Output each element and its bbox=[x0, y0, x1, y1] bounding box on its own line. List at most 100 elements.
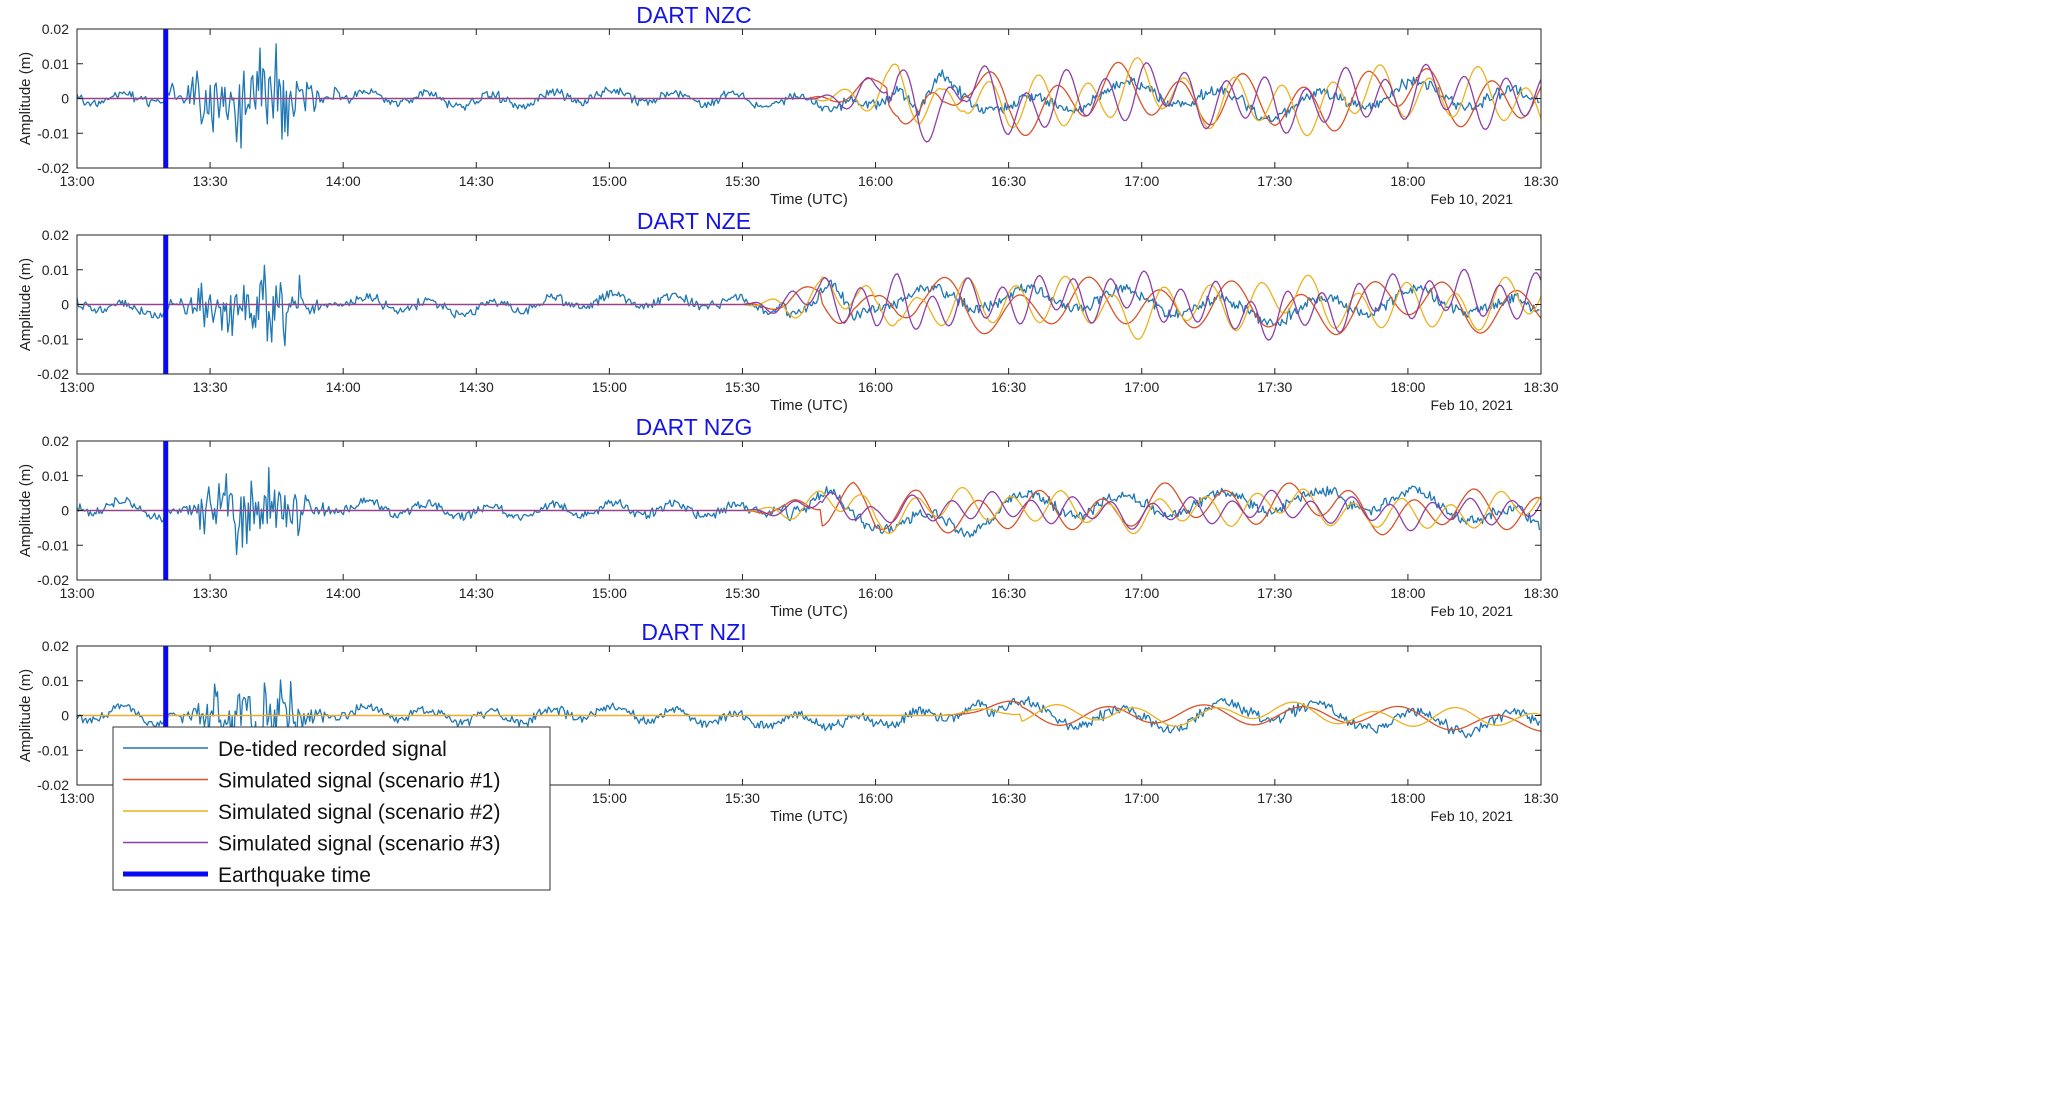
x-tick-label: 13:00 bbox=[59, 790, 94, 806]
y-tick-label: 0.02 bbox=[42, 433, 69, 449]
y-tick-label: 0.02 bbox=[42, 638, 69, 654]
y-tick-label: 0.02 bbox=[42, 21, 69, 37]
legend-label: Earthquake time bbox=[218, 864, 371, 887]
x-tick-label: 13:00 bbox=[59, 173, 94, 189]
chart-title: DART NZE bbox=[637, 208, 751, 234]
x-tick-label: 14:00 bbox=[326, 585, 361, 601]
chart-title: DART NZG bbox=[636, 414, 753, 440]
x-tick-label: 17:00 bbox=[1124, 790, 1159, 806]
legend-label: Simulated signal (scenario #1) bbox=[218, 770, 500, 793]
x-tick-label: 15:00 bbox=[592, 379, 627, 395]
series-line-1 bbox=[77, 43, 1540, 149]
x-tick-label: 18:00 bbox=[1390, 790, 1425, 806]
x-tick-label: 14:30 bbox=[459, 585, 494, 601]
x-tick-label: 18:00 bbox=[1390, 585, 1425, 601]
y-tick-label: -0.01 bbox=[37, 125, 69, 141]
x-tick-label: 14:30 bbox=[459, 173, 494, 189]
y-axis-label: Amplitude (m) bbox=[17, 464, 34, 557]
x-tick-label: 14:30 bbox=[459, 379, 494, 395]
date-label: Feb 10, 2021 bbox=[1430, 808, 1513, 824]
y-tick-label: -0.02 bbox=[37, 366, 69, 382]
x-tick-label: 13:00 bbox=[59, 585, 94, 601]
legend-box bbox=[112, 726, 551, 891]
x-axis-label: Time (UTC) bbox=[770, 397, 848, 414]
y-tick-label: 0 bbox=[61, 503, 69, 519]
x-tick-label: 15:00 bbox=[592, 173, 627, 189]
x-tick-label: 14:00 bbox=[326, 379, 361, 395]
date-label: Feb 10, 2021 bbox=[1430, 191, 1513, 207]
y-tick-label: 0 bbox=[61, 708, 69, 724]
y-tick-label: 0.01 bbox=[42, 56, 69, 72]
y-tick-label: -0.01 bbox=[37, 537, 69, 553]
x-tick-label: 18:00 bbox=[1390, 173, 1425, 189]
x-tick-label: 17:00 bbox=[1124, 585, 1159, 601]
y-tick-label: -0.01 bbox=[37, 742, 69, 758]
series-line-3 bbox=[77, 701, 1541, 727]
y-axis-label: Amplitude (m) bbox=[17, 258, 34, 351]
series-line-4 bbox=[77, 489, 1541, 532]
legend-label: De-tided recorded signal bbox=[218, 738, 447, 761]
plot-area bbox=[77, 264, 1541, 347]
y-tick-label: -0.01 bbox=[37, 331, 69, 347]
x-tick-label: 13:30 bbox=[193, 173, 228, 189]
plot-area bbox=[77, 679, 1541, 750]
chart-title: DART NZI bbox=[641, 619, 746, 645]
x-tick-label: 18:30 bbox=[1523, 585, 1558, 601]
chart-title: DART NZC bbox=[636, 2, 751, 28]
x-tick-label: 18:30 bbox=[1523, 379, 1558, 395]
plot-area bbox=[77, 467, 1541, 556]
x-tick-label: 17:30 bbox=[1257, 379, 1292, 395]
x-tick-label: 16:30 bbox=[991, 173, 1026, 189]
x-tick-label: 17:00 bbox=[1124, 379, 1159, 395]
x-tick-label: 15:30 bbox=[725, 173, 760, 189]
x-axis-label: Time (UTC) bbox=[770, 808, 848, 825]
legend-label: Simulated signal (scenario #3) bbox=[218, 833, 500, 856]
legend-label: Simulated signal (scenario #2) bbox=[218, 801, 500, 824]
chart-panel-dart-nzi: DART NZI0.020.010-0.01-0.0213:0013:3014:… bbox=[17, 619, 1559, 825]
x-tick-label: 15:30 bbox=[725, 379, 760, 395]
x-tick-label: 15:30 bbox=[725, 790, 760, 806]
x-axis-label: Time (UTC) bbox=[770, 191, 848, 208]
x-tick-label: 18:30 bbox=[1523, 790, 1558, 806]
x-tick-label: 16:30 bbox=[991, 790, 1026, 806]
x-tick-label: 13:30 bbox=[193, 585, 228, 601]
y-axis-label: Amplitude (m) bbox=[17, 52, 34, 145]
x-tick-label: 17:30 bbox=[1257, 790, 1292, 806]
x-tick-label: 17:30 bbox=[1257, 173, 1292, 189]
y-axis-label: Amplitude (m) bbox=[17, 669, 34, 762]
y-tick-label: 0 bbox=[61, 297, 69, 313]
y-tick-label: 0.02 bbox=[42, 227, 69, 243]
x-tick-label: 14:00 bbox=[326, 173, 361, 189]
plot-area bbox=[77, 43, 1541, 149]
x-tick-label: 18:30 bbox=[1523, 173, 1558, 189]
y-tick-label: -0.02 bbox=[37, 777, 69, 793]
y-tick-label: -0.02 bbox=[37, 572, 69, 588]
x-tick-label: 16:00 bbox=[858, 173, 893, 189]
x-tick-label: 17:00 bbox=[1124, 173, 1159, 189]
y-tick-label: 0 bbox=[61, 91, 69, 107]
series-line-3 bbox=[77, 57, 1541, 137]
x-tick-label: 15:00 bbox=[592, 790, 627, 806]
legend: De-tided recorded signal Simulated signal… bbox=[112, 726, 551, 891]
y-tick-label: 0.01 bbox=[42, 468, 69, 484]
series-line-1 bbox=[77, 264, 1540, 347]
series-line-1 bbox=[77, 679, 1541, 750]
x-axis-label: Time (UTC) bbox=[770, 603, 848, 620]
x-tick-label: 16:00 bbox=[858, 585, 893, 601]
date-label: Feb 10, 2021 bbox=[1430, 397, 1513, 413]
x-tick-label: 16:30 bbox=[991, 379, 1026, 395]
x-tick-label: 16:00 bbox=[858, 790, 893, 806]
series-line-4 bbox=[77, 268, 1541, 341]
x-tick-label: 15:00 bbox=[592, 585, 627, 601]
series-line-4 bbox=[77, 62, 1541, 143]
y-tick-label: 0.01 bbox=[42, 673, 69, 689]
x-tick-label: 13:30 bbox=[193, 379, 228, 395]
y-tick-label: -0.02 bbox=[37, 160, 69, 176]
y-tick-label: 0.01 bbox=[42, 262, 69, 278]
x-tick-label: 13:00 bbox=[59, 379, 94, 395]
x-tick-label: 16:30 bbox=[991, 585, 1026, 601]
